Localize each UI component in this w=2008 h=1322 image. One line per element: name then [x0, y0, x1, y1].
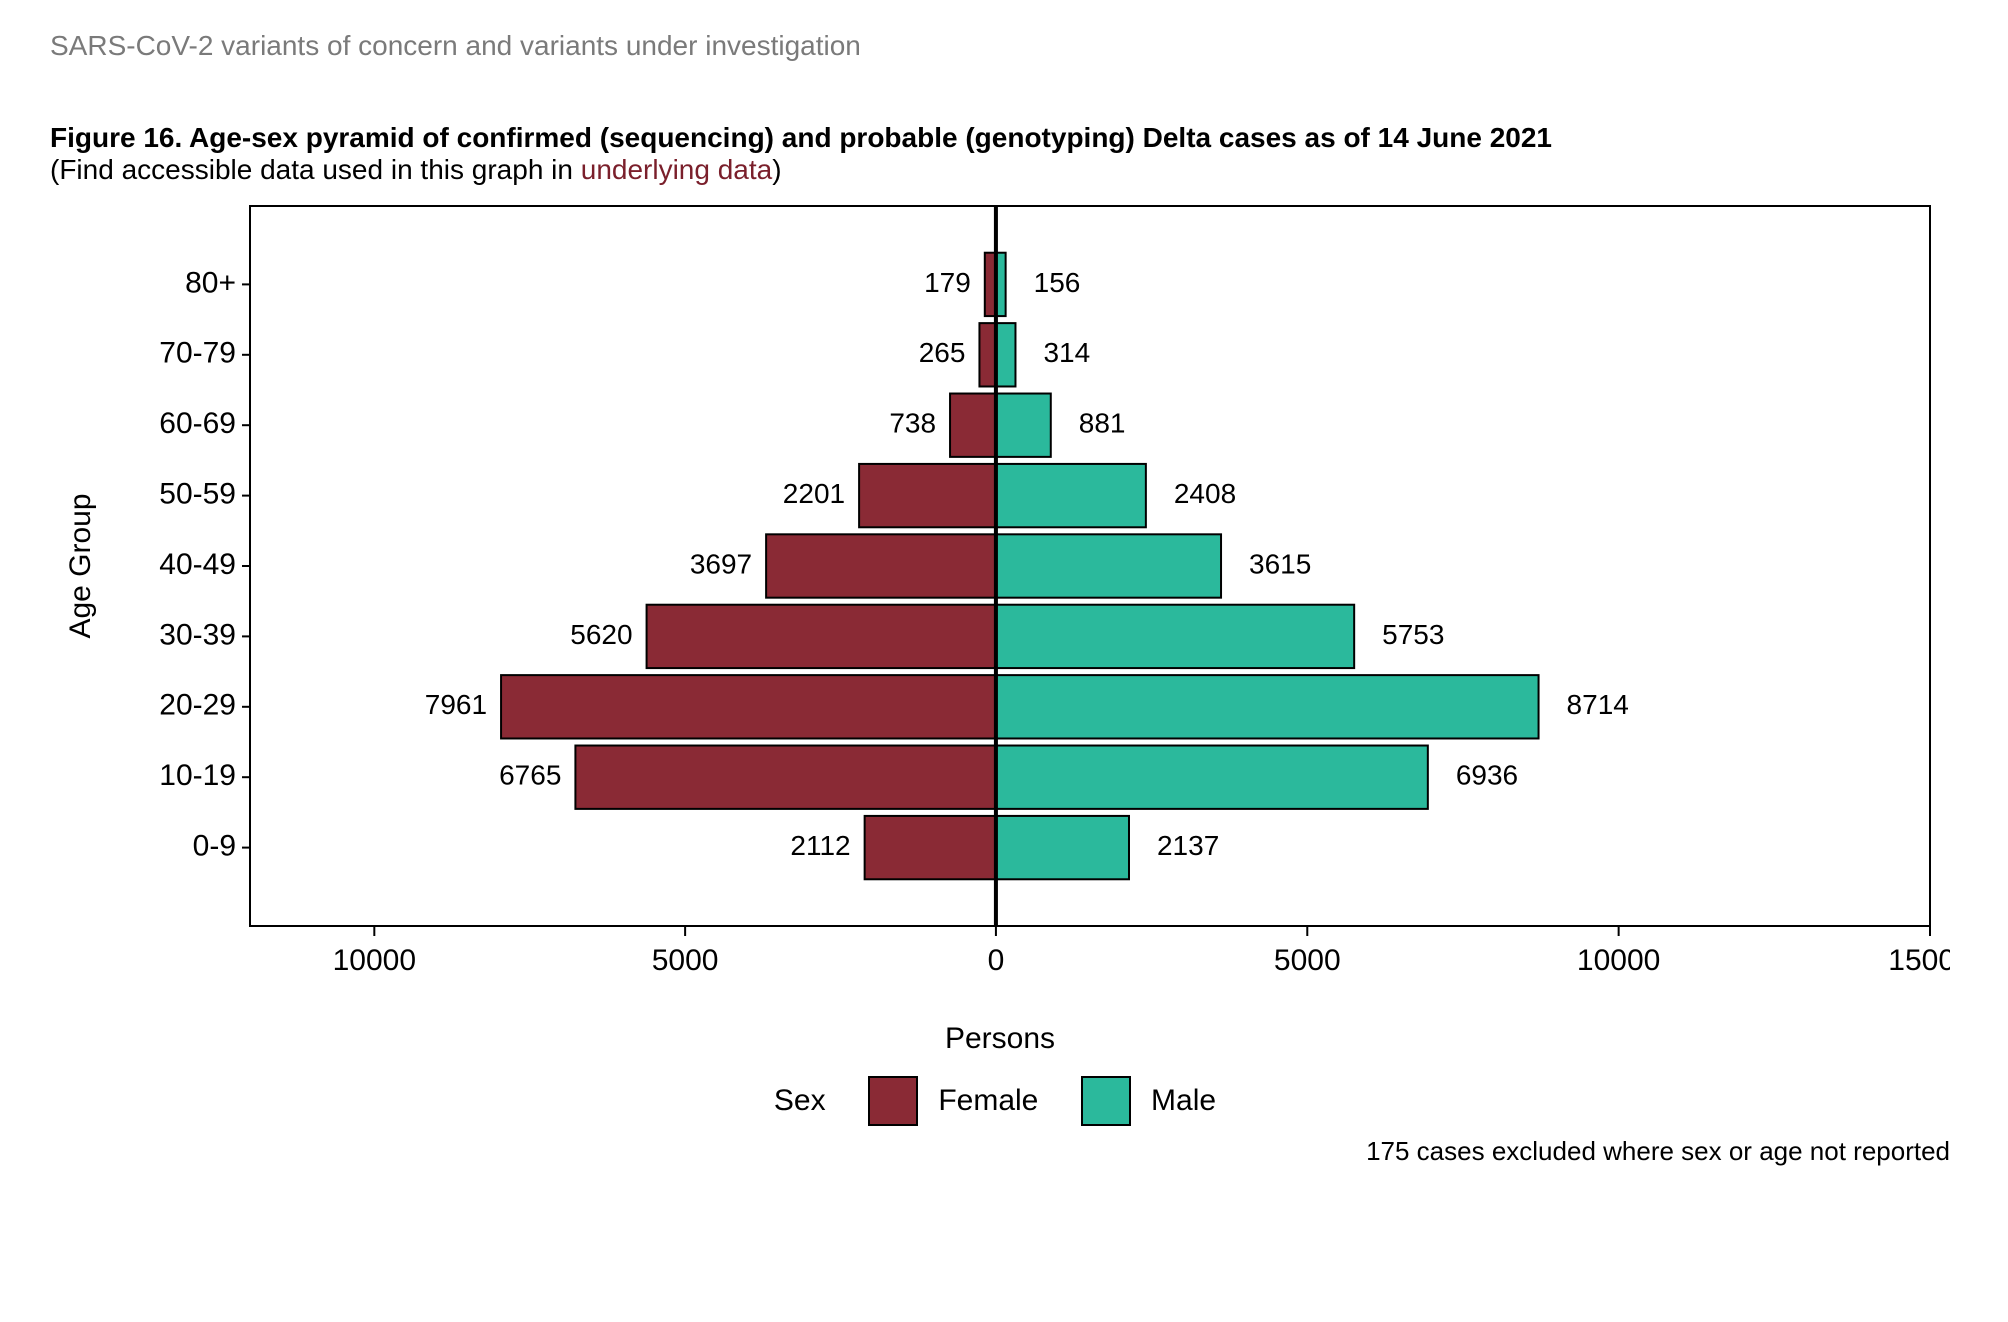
x-tick-label: 0 [988, 944, 1005, 977]
value-label-male: 8714 [1567, 689, 1629, 720]
y-tick-label: 20-29 [159, 689, 236, 722]
value-label-female: 7961 [425, 689, 487, 720]
bar-male [996, 323, 1016, 386]
value-label-male: 881 [1079, 408, 1126, 439]
bar-male [996, 394, 1051, 457]
figure-subtitle-suffix: ) [772, 154, 781, 185]
value-label-female: 265 [919, 337, 966, 368]
legend-swatch-female [868, 1076, 918, 1126]
x-tick-label: 5000 [1274, 944, 1341, 977]
chart-svg: 2112 2137 0-9 6765 6936 10-19 7961 8714 20-29 562… [50, 196, 1950, 1016]
value-label-male: 2408 [1174, 478, 1236, 509]
value-label-male: 156 [1034, 267, 1081, 298]
x-tick-label: 15000 [1888, 944, 1950, 977]
y-tick-label: 40-49 [159, 548, 236, 581]
bar-female [865, 816, 996, 879]
bar-female [766, 534, 996, 597]
y-axis-title: Age Group [64, 493, 97, 638]
figure-subtitle-prefix: (Find accessible data used in this graph… [50, 154, 581, 185]
value-label-male: 6936 [1456, 760, 1518, 791]
value-label-female: 2112 [790, 830, 850, 861]
x-tick-label: 5000 [652, 944, 719, 977]
value-label-female: 3697 [690, 548, 752, 579]
x-tick-label: 10000 [333, 944, 416, 977]
y-tick-label: 60-69 [159, 407, 236, 440]
bar-male [996, 605, 1354, 668]
y-tick-label: 0-9 [193, 830, 236, 863]
legend-label-female: Female [938, 1084, 1038, 1117]
x-axis-title: Persons [50, 1022, 1950, 1056]
value-label-male: 314 [1043, 337, 1090, 368]
bar-female [950, 394, 996, 457]
bar-female [859, 464, 996, 527]
value-label-female: 5620 [570, 619, 632, 650]
bar-male [996, 464, 1146, 527]
legend: Sex Female Male [50, 1076, 1950, 1126]
bar-male [996, 816, 1129, 879]
legend-label-male: Male [1151, 1084, 1216, 1117]
bar-male [996, 746, 1428, 809]
x-tick-label: 10000 [1577, 944, 1660, 977]
value-label-female: 2201 [783, 478, 845, 509]
bar-female [501, 675, 996, 738]
bar-female [979, 323, 995, 386]
value-label-male: 5753 [1382, 619, 1444, 650]
value-label-female: 6765 [499, 760, 561, 791]
legend-swatch-male [1081, 1076, 1131, 1126]
value-label-male: 3615 [1249, 548, 1311, 579]
legend-title: Sex [774, 1084, 826, 1117]
y-tick-label: 10-19 [159, 759, 236, 792]
bar-male [996, 534, 1221, 597]
bar-female [647, 605, 996, 668]
figure-subtitle: (Find accessible data used in this graph… [50, 154, 1958, 186]
underlying-data-link[interactable]: underlying data [581, 154, 772, 185]
figure-footnote: 175 cases excluded where sex or age not … [50, 1136, 1950, 1167]
value-label-male: 2137 [1157, 830, 1219, 861]
y-tick-label: 70-79 [159, 337, 236, 370]
figure-title: Figure 16. Age-sex pyramid of confirmed … [50, 122, 1958, 154]
pyramid-chart: 2112 2137 0-9 6765 6936 10-19 7961 8714 20-29 562… [50, 196, 1950, 1016]
y-tick-label: 50-59 [159, 478, 236, 511]
document-header: SARS-CoV-2 variants of concern and varia… [50, 30, 1958, 62]
bar-female [575, 746, 996, 809]
bar-male [996, 675, 1539, 738]
value-label-female: 738 [889, 408, 936, 439]
y-tick-label: 30-39 [159, 618, 236, 651]
y-tick-label: 80+ [185, 266, 236, 299]
value-label-female: 179 [924, 267, 971, 298]
